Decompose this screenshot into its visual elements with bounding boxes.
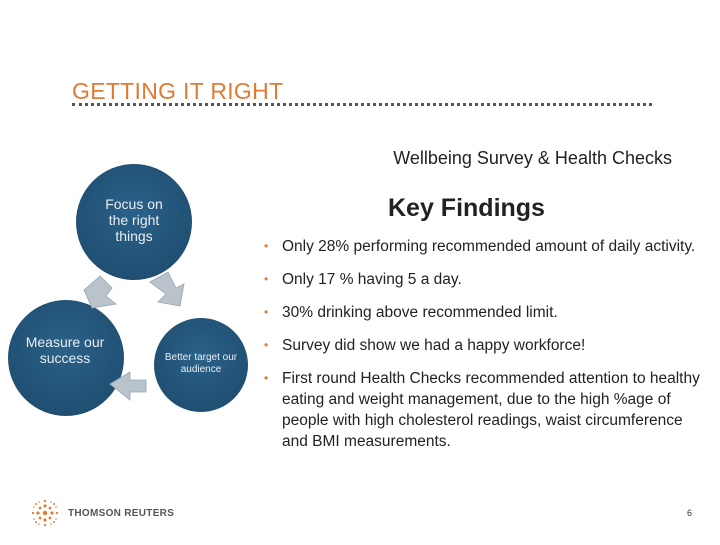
- circle-measure: [8, 300, 124, 416]
- bullet-icon: •: [264, 272, 269, 286]
- slide-subtitle: Wellbeing Survey & Health Checks: [393, 148, 672, 168]
- key-findings-title: Key Findings: [388, 194, 545, 222]
- cycle-diagram: Focus on the right things Measure our su…: [0, 0, 300, 540]
- bullet-icon: •: [264, 239, 269, 253]
- thomson-reuters-dots-icon: [31, 499, 59, 527]
- cycle-arrow-bottom-icon: [109, 371, 147, 401]
- bullet-icon: •: [264, 305, 269, 319]
- bullet-icon: •: [264, 371, 269, 385]
- list-item: • Survey did show we had a happy workforc…: [262, 335, 712, 356]
- cycle-label-measure: Measure our success: [25, 334, 105, 367]
- cycle-label-focus: Focus on the right things: [105, 196, 163, 245]
- slide-title: GETTING IT RIGHT: [72, 78, 284, 104]
- bullet-icon: •: [264, 338, 269, 352]
- finding-text: 30% drinking above recommended limit.: [282, 304, 558, 321]
- circle-target: [154, 318, 248, 412]
- finding-text: Survey did show we had a happy workforce…: [282, 337, 586, 354]
- key-findings-list: • Only 28% performing recommended amount …: [262, 236, 712, 464]
- cycle-arrow-right-icon: [149, 271, 185, 307]
- circle-focus: [76, 164, 192, 280]
- logo-text: THOMSON REUTERS: [68, 507, 175, 519]
- finding-text: Only 28% performing recommended amount o…: [282, 238, 696, 255]
- cycle-label-target: Better target our audience: [164, 352, 238, 375]
- page-number: 6: [686, 508, 692, 518]
- list-item: • 30% drinking above recommended limit.: [262, 302, 712, 323]
- cycle-diagram-graphic: [8, 164, 248, 416]
- title-divider: [72, 103, 652, 106]
- finding-text: First round Health Checks recommended at…: [282, 370, 700, 450]
- company-logo: THOMSON REUTERS: [30, 496, 174, 530]
- list-item: • Only 17 % having 5 a day.: [262, 269, 712, 290]
- finding-text: Only 17 % having 5 a day.: [282, 271, 462, 288]
- cycle-arrow-left-icon: [83, 275, 117, 309]
- list-item: • Only 28% performing recommended amount …: [262, 236, 712, 257]
- list-item: • First round Health Checks recommended a…: [262, 368, 712, 452]
